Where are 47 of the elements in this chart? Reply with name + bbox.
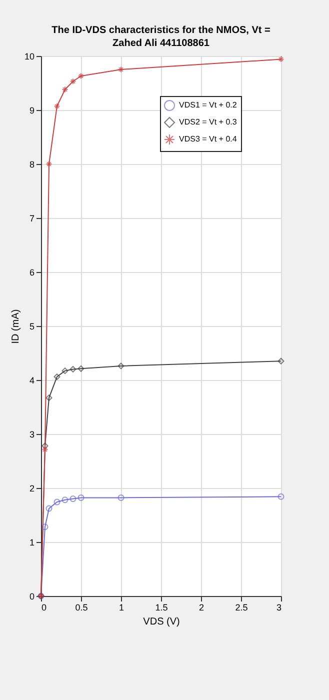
point <box>70 78 76 85</box>
point <box>42 442 48 450</box>
y-tick-label: 2 <box>29 484 34 494</box>
chart-subtitle: Zahed Ali 441108861 <box>112 38 210 49</box>
point <box>78 72 84 80</box>
legend-label: VDS2 = Vt + 0.3 <box>179 118 238 126</box>
point <box>46 160 52 168</box>
x-tick-label: 0 <box>42 602 47 612</box>
y-tick-label: 6 <box>29 268 34 278</box>
y-tick-label: 8 <box>29 160 34 170</box>
point <box>62 496 68 504</box>
point <box>42 524 48 530</box>
point <box>54 102 60 110</box>
y-tick-label: 10 <box>24 52 34 62</box>
legend-label: VDS3 = Vt + 0.4 <box>179 134 238 144</box>
y-tick-label: 3 <box>29 430 34 440</box>
point <box>46 505 52 512</box>
point <box>118 66 124 73</box>
point <box>70 496 76 502</box>
point <box>70 366 76 372</box>
x-tick-label: 3 <box>276 602 282 612</box>
point <box>278 358 284 364</box>
y-tick-label: 9 <box>29 106 34 116</box>
point <box>42 446 48 453</box>
legend-label: VDS1 = Vt + 0.2 <box>179 100 238 110</box>
point <box>78 494 84 501</box>
x-axis-title: VDS (V) <box>143 616 180 628</box>
y-axis-title: ID (mA) <box>10 309 22 344</box>
y-tick-label: 7 <box>29 214 34 224</box>
point <box>54 498 60 506</box>
point <box>54 374 60 380</box>
point <box>78 365 84 372</box>
x-tick-label: 2.5 <box>235 602 248 612</box>
point <box>46 394 52 402</box>
x-tick-label: 1 <box>118 602 124 612</box>
x-tick-label: 0.5 <box>75 602 88 612</box>
y-tick-label: 1 <box>29 538 34 548</box>
point <box>62 86 68 93</box>
x-tick-label: 2 <box>198 602 204 612</box>
y-tick-label: 5 <box>29 322 34 332</box>
y-tick-label: 0 <box>29 592 34 602</box>
y-tick-label: 4 <box>29 376 34 386</box>
point <box>62 368 68 374</box>
chart-title: The ID-VDS characteristics for the NMOS, Vt = <box>52 25 270 36</box>
point <box>118 362 124 370</box>
point <box>118 494 124 501</box>
x-tick-label: 1.5 <box>155 602 168 612</box>
